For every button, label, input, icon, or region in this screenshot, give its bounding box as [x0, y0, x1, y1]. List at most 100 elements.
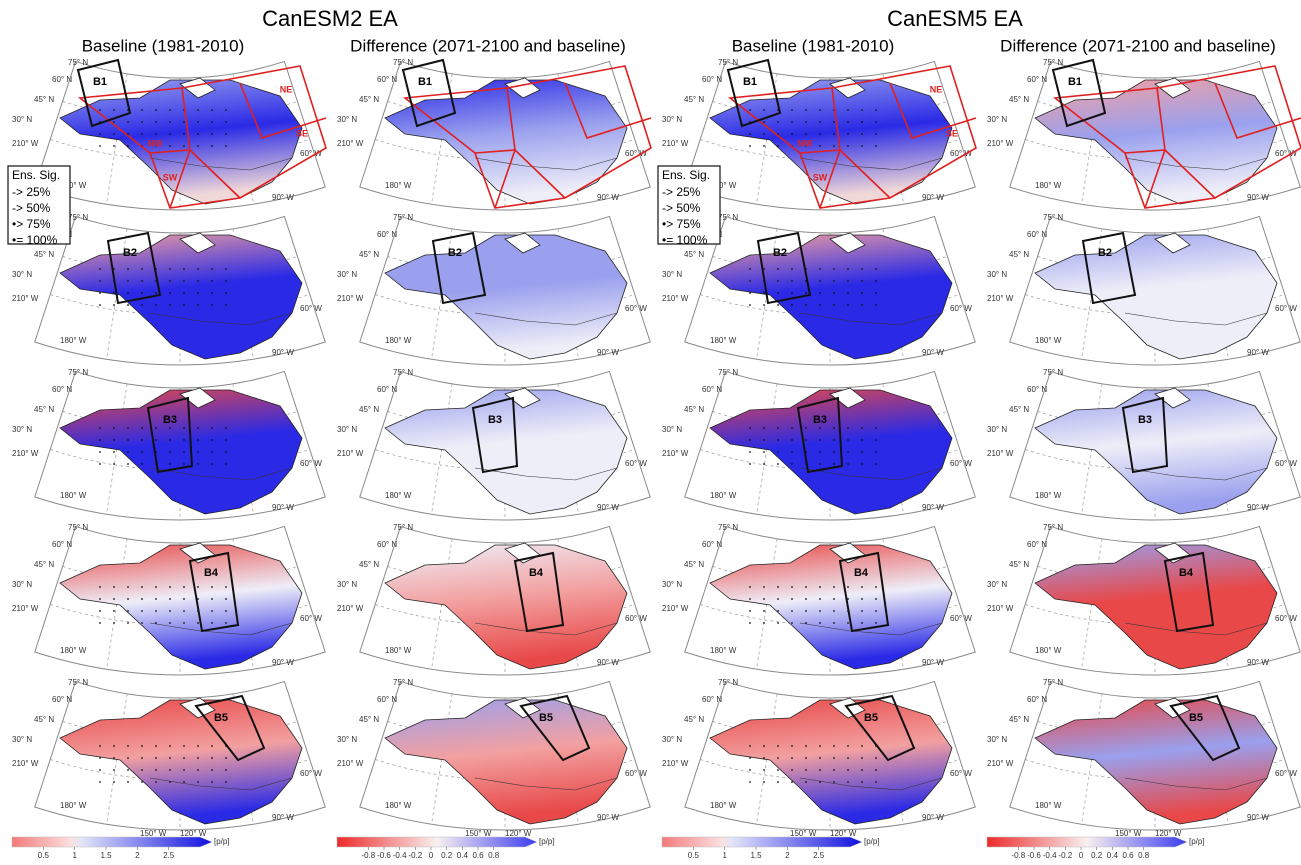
box-label: B2 — [1098, 247, 1112, 259]
box-label: B4 — [1179, 567, 1194, 579]
lon-label: 90° W — [597, 348, 619, 357]
sig-dot — [211, 304, 213, 306]
sig-dot — [99, 133, 101, 135]
sig-dot — [155, 439, 157, 441]
lat-label: 75° N — [393, 678, 413, 687]
lon-label: 60° W — [625, 614, 647, 623]
sig-dot — [819, 622, 821, 624]
sig-dot — [127, 598, 129, 600]
sig-dot — [791, 268, 793, 270]
sig-dot — [169, 133, 171, 135]
lat-label: 30° N — [662, 735, 682, 744]
sig-dot — [749, 109, 751, 111]
sig-dot — [805, 598, 807, 600]
colorbar-tick-label: 0.8 — [488, 851, 500, 860]
sig-dot — [113, 610, 115, 612]
lat-label: 45° N — [1009, 560, 1029, 569]
sig-dot — [225, 757, 227, 759]
sig-dot — [861, 109, 863, 111]
sig-dot — [169, 781, 171, 783]
lat-label: 30° N — [987, 270, 1007, 279]
lon-label: 210° W — [987, 294, 1014, 303]
sig-dot — [777, 292, 779, 294]
sig-dot — [805, 133, 807, 135]
lat-label: 60° N — [52, 540, 72, 549]
colorbar-tick-label: 1 — [72, 851, 77, 860]
lon-label: 180° W — [60, 801, 87, 810]
lat-label: 30° N — [337, 580, 357, 589]
sig-dot — [819, 610, 821, 612]
box-label: B2 — [123, 247, 137, 259]
colorbar — [337, 837, 537, 847]
sig-dot — [819, 292, 821, 294]
sig-dot — [777, 304, 779, 306]
box-label: B5 — [539, 712, 553, 724]
lon-label: 60° W — [300, 614, 322, 623]
sig-dot — [763, 133, 765, 135]
lon-label: 210° W — [987, 449, 1014, 458]
sig-dot — [113, 757, 115, 759]
sig-dot — [211, 610, 213, 612]
sig-dot — [791, 121, 793, 123]
lat-label: 45° N — [34, 95, 54, 104]
sig-dot — [169, 769, 171, 771]
lon-label: 210° W — [662, 449, 689, 458]
colorbar-tick-label: 0.2 — [1091, 851, 1103, 860]
sig-dot — [225, 109, 227, 111]
sig-dot — [99, 439, 101, 441]
lon-label: 60° W — [1275, 769, 1297, 778]
region-label: SW — [813, 172, 828, 182]
sig-dot — [749, 292, 751, 294]
lat-label: 30° N — [337, 115, 357, 124]
sig-dot — [183, 292, 185, 294]
sig-dot — [847, 427, 849, 429]
sig-dot — [861, 268, 863, 270]
sig-dot — [113, 598, 115, 600]
sig-dot — [833, 463, 835, 465]
lat-label: 45° N — [1009, 250, 1029, 259]
sig-dot — [791, 427, 793, 429]
sig-dot — [211, 757, 213, 759]
sig-dot — [847, 292, 849, 294]
lon-label: 90° W — [1247, 348, 1269, 357]
lat-label: 45° N — [359, 95, 379, 104]
lon-label: 60° W — [625, 304, 647, 313]
sig-dot — [183, 769, 185, 771]
sig-dot — [211, 451, 213, 453]
sig-dot — [197, 121, 199, 123]
sig-dot — [777, 769, 779, 771]
sig-dot — [777, 745, 779, 747]
sig-dot — [777, 598, 779, 600]
sig-dot — [805, 304, 807, 306]
lat-label: 75° N — [68, 368, 88, 377]
colorbar-tick-label: -0.6 — [1027, 851, 1041, 860]
sig-dot — [99, 280, 101, 282]
sig-dot — [763, 463, 765, 465]
sig-dot — [805, 439, 807, 441]
sig-dot — [113, 109, 115, 111]
sig-dot — [127, 622, 129, 624]
sig-dot — [211, 463, 213, 465]
lat-label: 60° N — [1027, 385, 1047, 394]
sig-dot — [763, 304, 765, 306]
sig-dot — [99, 610, 101, 612]
sig-dot — [113, 121, 115, 123]
box-label: B3 — [163, 414, 177, 426]
lat-label: 30° N — [337, 270, 357, 279]
lat-label: 45° N — [1009, 405, 1029, 414]
sig-dot — [749, 781, 751, 783]
sig-dot — [847, 304, 849, 306]
lat-label: 45° N — [359, 405, 379, 414]
sig-dot — [183, 745, 185, 747]
lon-label: 180° W — [1035, 336, 1062, 345]
model-title: CanESM2 EA — [262, 6, 398, 31]
lon-label: 60° W — [950, 614, 972, 623]
sig-dot — [141, 109, 143, 111]
colorbar-tick-label: 0.5 — [38, 851, 50, 860]
sig-dot — [791, 292, 793, 294]
sig-dot — [169, 268, 171, 270]
sig-dot — [861, 745, 863, 747]
sig-dot — [127, 145, 129, 147]
sig-dot — [99, 781, 101, 783]
lat-label: 60° N — [377, 75, 397, 84]
